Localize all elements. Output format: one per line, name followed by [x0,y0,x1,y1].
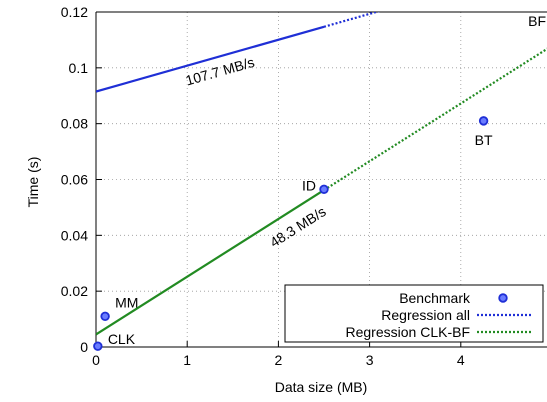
x-axis-label: Data size (MB) [275,379,368,395]
data-point [319,184,329,194]
regression-line-1-solid [96,25,325,93]
data-point [93,341,103,351]
legend-label: Regression CLK-BF [346,324,471,340]
data-points [93,116,489,351]
y-tick-label: 0.06 [61,172,88,188]
legend-label: Regression all [381,307,470,323]
point-label: BF [528,13,546,29]
point-label: BT [475,132,493,148]
slope-label-1: 107.7 MB/s [184,54,257,89]
x-tick-label: 0 [92,352,100,368]
regression-line-2-dotted [323,47,547,192]
y-tick-label: 0.08 [61,116,88,132]
x-tick-label: 1 [183,352,191,368]
y-tick-label: 0.1 [69,60,89,76]
point-label: CLK [108,331,136,347]
x-tick-label: 2 [275,352,283,368]
x-tick-label: 4 [457,352,465,368]
legend-label: Benchmark [399,290,471,306]
y-tick-label: 0.12 [61,4,88,20]
y-axis-label: Time (s) [25,157,41,208]
point-label: ID [302,177,316,193]
y-tick-label: 0.02 [61,283,88,299]
regression-lines [96,12,547,336]
point-label: MM [115,294,138,310]
axis-titles: Data size (MB) Time (s) [25,157,367,395]
data-point [478,116,489,126]
regression-line-1-dotted [323,12,381,28]
y-tick-label: 0.04 [61,227,88,243]
axes: 00.020.040.060.080.10.12012345 [61,4,547,368]
regression-line-2-solid [96,189,325,336]
legend-marker [498,293,508,303]
x-tick-label: 3 [366,352,374,368]
data-point [100,311,110,321]
slope-label-2: 48.3 MB/s [267,203,329,250]
y-tick-label: 0 [80,339,88,355]
